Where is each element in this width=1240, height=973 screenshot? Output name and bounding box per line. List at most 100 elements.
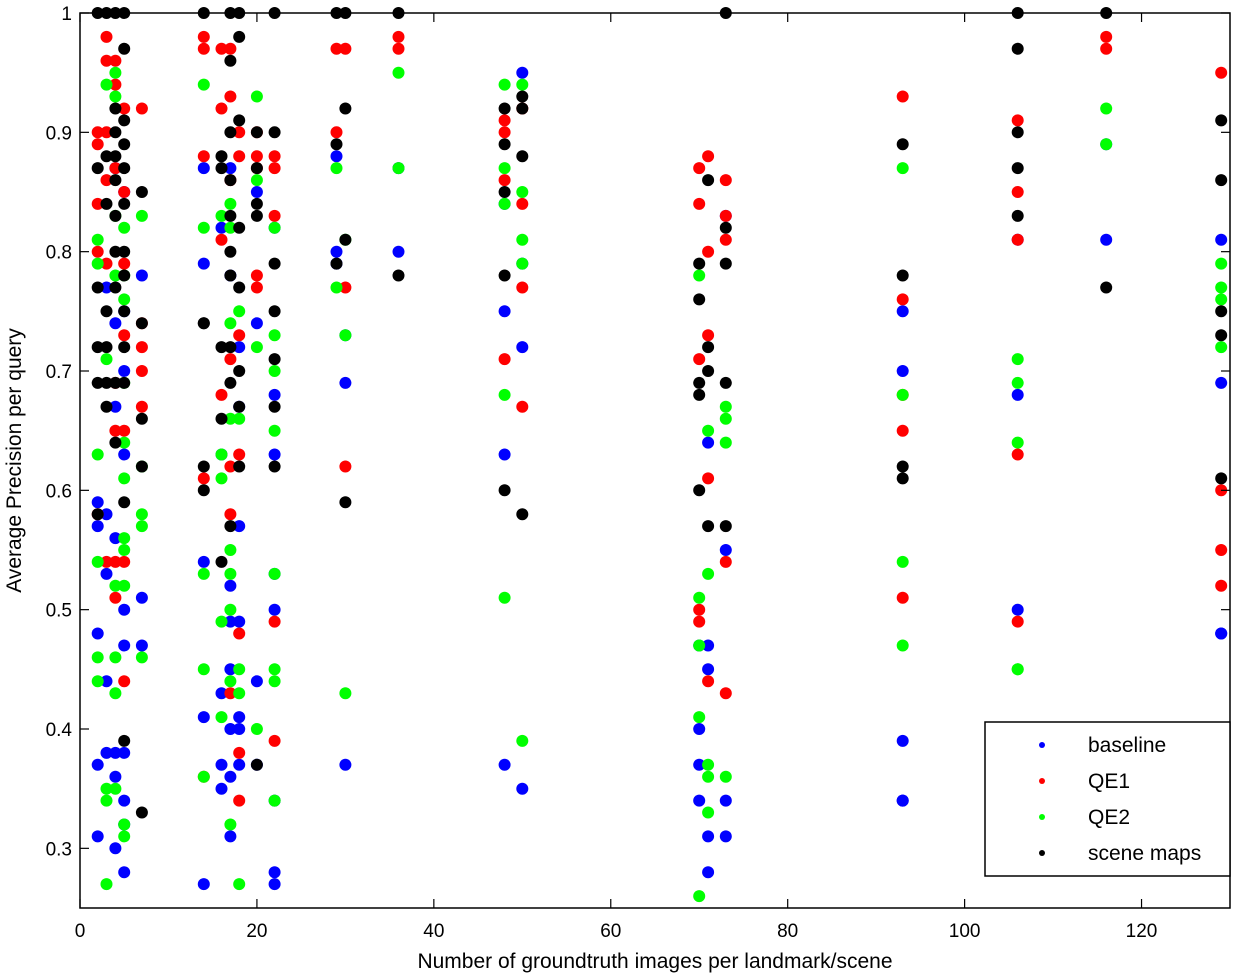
point-qe1-24 (118, 102, 131, 115)
point-qe2-39 (197, 78, 210, 91)
point-qe1-69 (392, 30, 405, 43)
point-baseline-19 (118, 794, 131, 807)
point-scene-maps-32 (118, 138, 131, 151)
point-qe2-68 (268, 365, 281, 377)
point-baseline-24 (118, 365, 131, 377)
x-axis-label: Number of groundtruth images per landmar… (417, 950, 892, 973)
point-qe1-7 (100, 174, 113, 187)
point-qe2-95 (702, 758, 715, 771)
point-baseline-73 (392, 245, 405, 258)
point-qe1-81 (693, 197, 706, 210)
point-qe1-33 (197, 42, 210, 55)
point-qe2-32 (135, 508, 148, 521)
point-scene-maps-19 (109, 150, 122, 163)
point-scene-maps-95 (516, 508, 529, 521)
point-qe1-5 (100, 555, 113, 568)
y-tick-label-0.3: 0.3 (46, 839, 72, 860)
point-baseline-54 (233, 341, 246, 354)
point-qe1-92 (719, 174, 732, 187)
point-qe2-86 (516, 186, 529, 198)
point-baseline-50 (233, 711, 246, 724)
y-tick-label-1: 1 (61, 4, 72, 25)
point-scene-maps-57 (224, 174, 237, 187)
point-scene-maps-50 (215, 150, 228, 163)
point-scene-maps-116 (896, 138, 909, 151)
point-baseline-6 (100, 675, 113, 688)
point-scene-maps-88 (392, 269, 405, 282)
point-qe1-47 (233, 746, 246, 759)
point-scene-maps-107 (702, 174, 715, 187)
point-baseline-97 (896, 794, 909, 807)
point-qe2-18 (109, 66, 122, 79)
point-baseline-99 (896, 365, 909, 377)
point-baseline-33 (197, 257, 210, 270)
point-scene-maps-40 (135, 186, 148, 198)
point-qe2-110 (1011, 353, 1024, 366)
point-scene-maps-54 (224, 269, 237, 282)
point-baseline-42 (224, 723, 237, 735)
point-baseline-91 (702, 436, 715, 449)
point-qe2-70 (268, 221, 281, 234)
legend-label-qe2: QE2 (1088, 806, 1130, 829)
point-qe1-3 (91, 138, 104, 151)
point-baseline-76 (498, 448, 511, 461)
point-baseline-88 (702, 830, 715, 843)
point-qe2-42 (215, 472, 228, 485)
point-qe1-13 (109, 424, 122, 437)
point-qe1-87 (702, 150, 715, 163)
point-qe1-19 (118, 555, 131, 568)
legend-label-baseline: baseline (1088, 734, 1166, 757)
point-qe2-72 (330, 162, 343, 175)
x-tick-label-120: 120 (1126, 921, 1158, 942)
point-scene-maps-24 (118, 496, 131, 509)
point-scene-maps-16 (109, 245, 122, 258)
point-qe2-67 (268, 424, 281, 437)
point-scene-maps-99 (693, 484, 706, 497)
point-scene-maps-18 (109, 174, 122, 187)
point-qe2-78 (498, 591, 511, 604)
point-qe2-23 (118, 532, 131, 545)
point-scene-maps-49 (215, 162, 228, 175)
point-scene-maps-21 (109, 102, 122, 115)
point-qe1-85 (702, 329, 715, 342)
point-qe2-98 (719, 770, 732, 783)
point-qe2-3 (91, 448, 104, 461)
point-scene-maps-38 (135, 412, 148, 425)
point-scene-maps-7 (100, 376, 113, 389)
point-qe1-79 (693, 603, 706, 616)
point-qe1-52 (233, 126, 246, 139)
point-qe2-37 (197, 567, 210, 580)
point-qe2-111 (1100, 138, 1113, 151)
point-scene-maps-108 (719, 520, 732, 533)
point-scene-maps-44 (197, 317, 210, 330)
point-qe2-12 (109, 687, 122, 700)
point-scene-maps-10 (100, 197, 113, 210)
point-qe2-11 (109, 782, 122, 795)
point-scene-maps-37 (135, 460, 148, 473)
point-qe1-60 (268, 209, 281, 222)
x-tick-label-0: 0 (75, 921, 86, 942)
point-qe1-41 (224, 460, 237, 473)
point-scene-maps-47 (215, 412, 228, 425)
point-qe2-88 (693, 890, 706, 903)
point-scene-maps-46 (215, 555, 228, 568)
point-qe2-113 (1215, 341, 1228, 354)
point-qe2-63 (268, 794, 281, 807)
point-qe2-14 (109, 579, 122, 592)
point-qe2-61 (250, 174, 263, 187)
point-baseline-92 (719, 830, 732, 843)
point-baseline-36 (215, 758, 228, 771)
point-qe2-7 (100, 794, 113, 807)
point-scene-maps-55 (224, 245, 237, 258)
point-scene-maps-65 (233, 221, 246, 234)
point-scene-maps-110 (719, 257, 732, 270)
point-qe2-0 (91, 675, 104, 688)
point-scene-maps-52 (224, 376, 237, 389)
point-qe2-85 (516, 233, 529, 246)
point-scene-maps-73 (250, 126, 263, 139)
point-baseline-49 (233, 723, 246, 735)
point-qe1-31 (197, 472, 210, 485)
point-scene-maps-23 (118, 734, 131, 747)
point-qe1-80 (693, 353, 706, 366)
point-scene-maps-125 (1215, 329, 1228, 342)
